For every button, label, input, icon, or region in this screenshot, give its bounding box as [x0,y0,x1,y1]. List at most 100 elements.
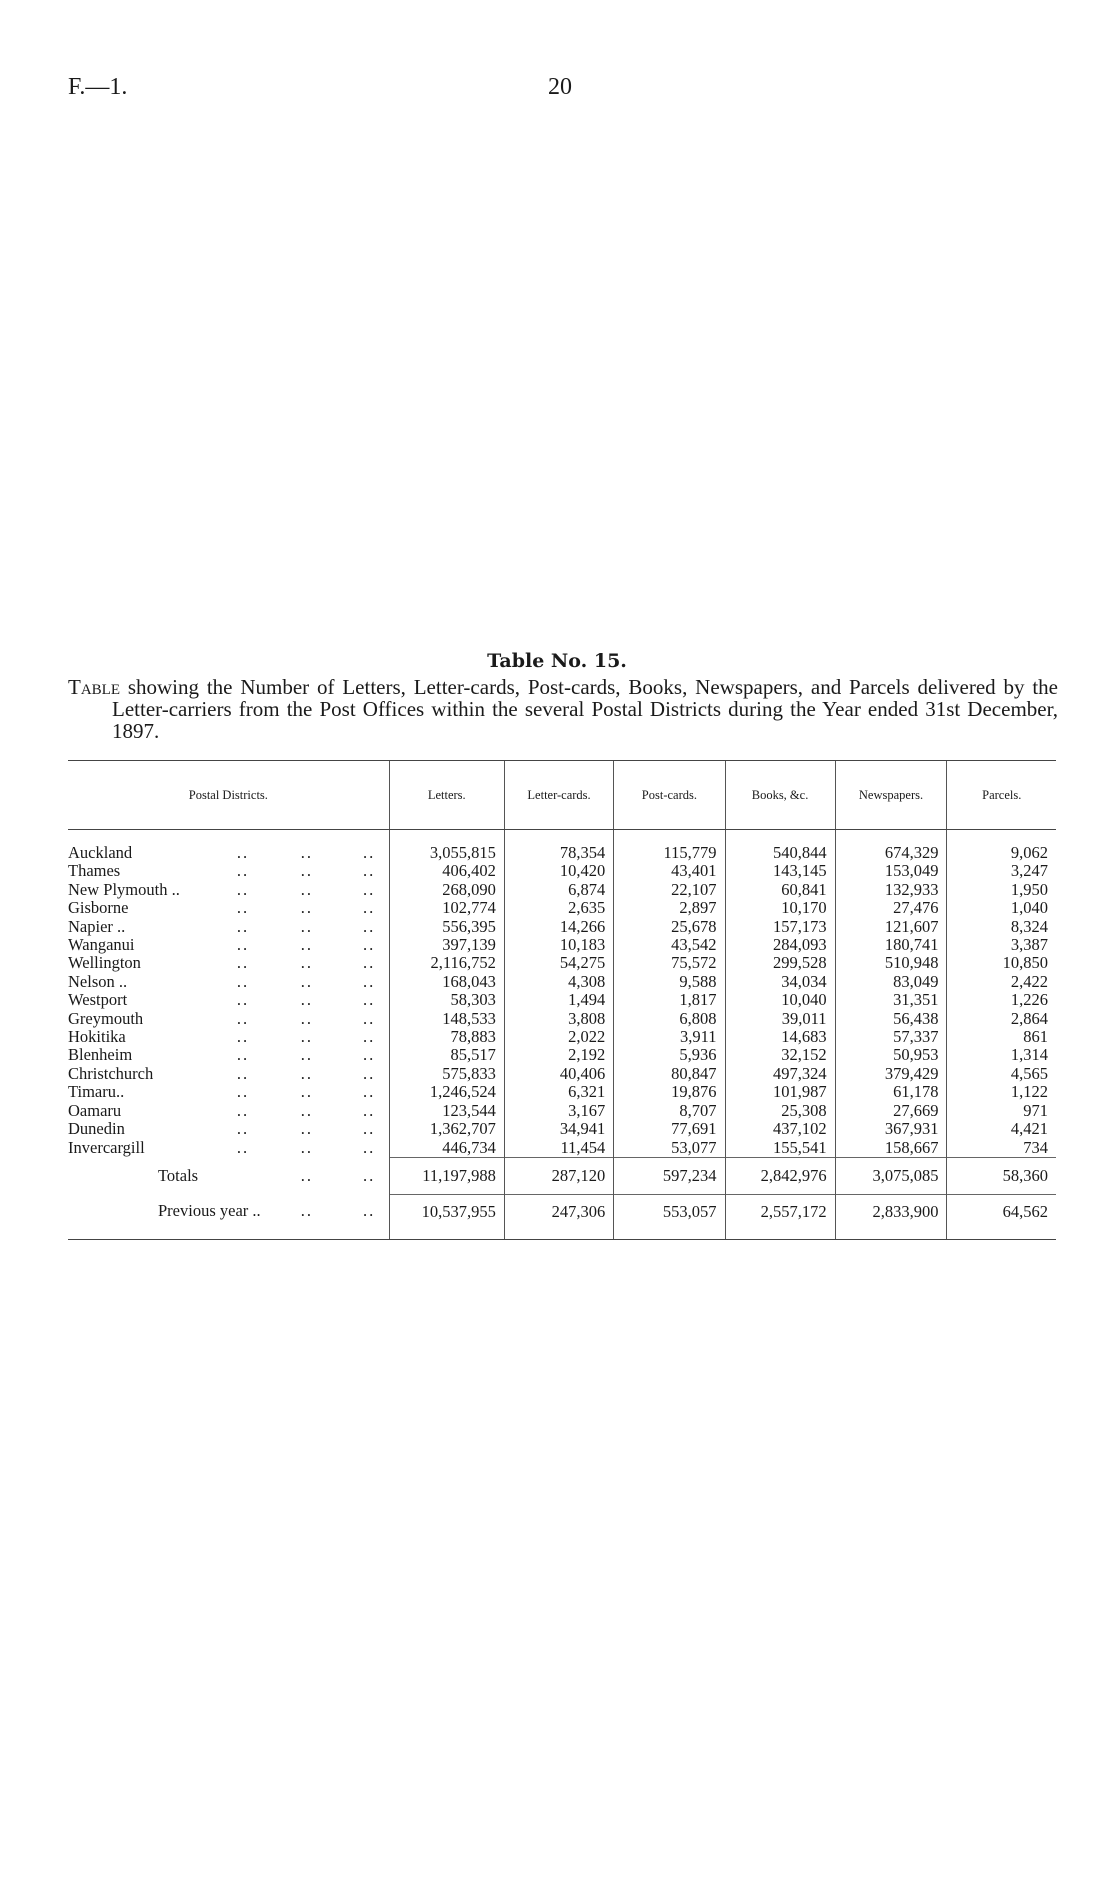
table-row: Thames...... 406,402 10,420 43,401 143,145 15… [68,861,1056,881]
cell-value: 4,308 [503,972,614,992]
table-row: Timaru........ 1,246,524 6,321 19,876 101,98… [68,1082,1056,1102]
leader-dots: .. [362,1194,390,1240]
cell-value: 1,362,707 [388,1119,505,1139]
cell-value: 1,950 [946,880,1056,900]
table-row: Wanganui...... 397,139 10,183 43,542 284,093… [68,935,1056,955]
cell-value: 575,833 [388,1064,505,1084]
district-name: Christchurch [68,1063,154,1083]
district-name: New Plymouth .. [68,879,180,899]
cell-value: 9,588 [613,972,726,992]
table-row: Greymouth...... 148,533 3,808 6,808 39,011 56… [68,1008,1056,1029]
cell-value: 5,936 [613,1046,726,1065]
cell-value: 155,541 [724,1138,836,1158]
leader-dots: .. [362,1027,376,1047]
table-row: Wellington...... 2,116,752 54,275 75,572 299… [68,953,1056,973]
cell-value: 158,667 [834,1138,947,1158]
leader-dots: .. [300,990,313,1010]
totals-row: Totals.... 11,197,988 287,120 597,234 2,842,… [68,1156,1056,1195]
cell-value: 153,049 [834,861,947,881]
cell-value: 22,107 [613,880,726,900]
leader-dots: .. [236,1045,250,1065]
cell-value: 11,197,988 [388,1156,505,1195]
cell-value: 446,734 [388,1138,505,1158]
leader-dots: .. [236,898,250,918]
cell-value: 734 [946,1138,1056,1158]
table-row: New Plymouth ........ 268,090 6,874 22,107 6… [68,879,1056,900]
leader-dots: .. [300,1082,313,1102]
cell-value: 32,152 [724,1046,836,1065]
cell-value: 39,011 [724,1009,836,1029]
cell-value: 299,528 [724,954,836,973]
table-row: Invercargill...... 446,734 11,454 53,077 155… [68,1137,1056,1158]
cell-value: 132,933 [834,880,947,900]
column-header: Letters. [388,760,505,830]
cell-value: 3,911 [613,1027,726,1047]
leader-dots: .. [236,1027,250,1047]
cell-value: 75,572 [613,954,726,973]
leader-dots: .. [362,1045,376,1065]
cell-value: 6,874 [503,880,614,900]
caption-text: showing the Number of Letters, Letter-ca… [112,675,1058,743]
postal-delivery-table: Postal Districts. Letters. Letter-cards.… [68,760,1056,1240]
leader-dots: .. [362,1137,376,1157]
leader-dots: .. [362,879,376,899]
cell-value: 971 [946,1101,1056,1121]
cell-value: 3,808 [503,1009,614,1029]
cell-value: 2,842,976 [724,1156,836,1195]
cell-value: 2,116,752 [388,954,505,973]
cell-value: 287,120 [503,1156,614,1195]
leader-dots: .. [300,916,313,936]
column-header: Postal Districts. [68,760,390,830]
cell-value: 157,173 [724,917,836,937]
cell-value: 56,438 [834,1009,947,1029]
cell-value: 40,406 [503,1064,614,1084]
header-row: Postal Districts. Letters. Letter-cards.… [68,760,1056,830]
cell-value: 85,517 [388,1046,505,1065]
leader-dots: .. [236,953,250,973]
table-row: Gisborne...... 102,774 2,635 2,897 10,170 27,… [68,898,1056,918]
page-number: 20 [548,74,572,100]
district-name: Invercargill [68,1137,145,1157]
cell-value: 77,691 [613,1119,726,1139]
cell-value: 25,308 [724,1101,836,1121]
cell-value: 861 [946,1027,1056,1047]
leader-dots: .. [300,1194,363,1240]
cell-value: 6,808 [613,1009,726,1029]
cell-value: 247,306 [503,1193,614,1240]
cell-value: 10,040 [724,990,836,1010]
cell-value: 2,897 [613,898,726,918]
leader-dots: .. [236,1008,250,1028]
cell-value: 8,707 [613,1101,726,1121]
leader-dots: .. [300,1137,313,1157]
leader-dots: .. [362,1063,376,1083]
cell-value: 143,145 [724,861,836,881]
cell-value: 34,034 [724,972,836,992]
cell-value: 1,246,524 [388,1082,505,1102]
district-name: Blenheim [68,1045,133,1065]
leader-dots: .. [300,1165,313,1185]
cell-value: 2,022 [503,1027,614,1047]
cell-value: 83,049 [834,972,947,992]
cell-value: 11,454 [503,1138,614,1158]
cell-value: 61,178 [834,1082,947,1102]
row-label: Totals [158,1165,199,1185]
leader-dots: .. [362,861,376,881]
district-name: Wanganui [68,935,135,955]
leader-dots: .. [362,898,376,918]
cell-value: 10,537,955 [388,1193,505,1240]
leader-dots: .. [362,935,376,955]
cell-value: 597,234 [613,1156,726,1195]
leader-dots: .. [300,1027,313,1047]
cell-value: 19,876 [613,1082,726,1102]
cell-value: 3,075,085 [834,1156,947,1195]
leader-dots: .. [362,990,376,1010]
leader-dots: .. [236,861,250,881]
leader-dots: .. [362,916,376,936]
district-name: Hokitika [68,1027,126,1047]
cell-value: 121,607 [834,917,947,937]
cell-value: 1,040 [946,898,1056,918]
leader-dots: .. [300,971,313,991]
leader-dots: .. [300,843,313,862]
table-row: Auckland...... 3,055,815 78,354 115,779 540,… [68,829,1056,863]
cell-value: 14,683 [724,1027,836,1047]
